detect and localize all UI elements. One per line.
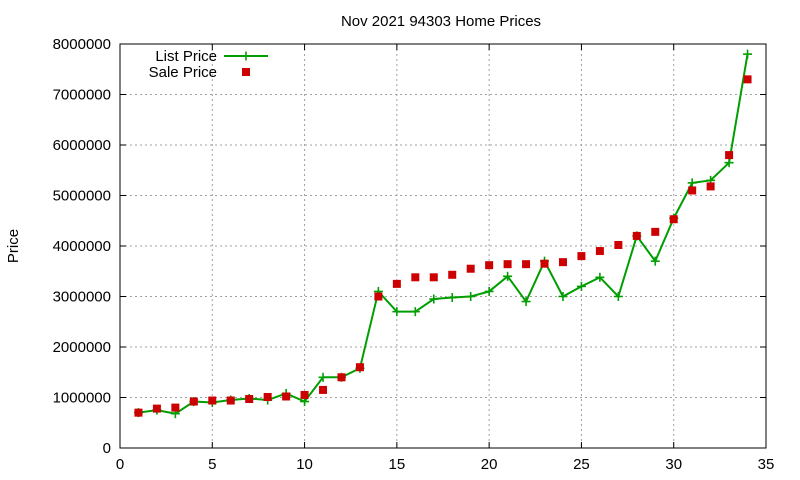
list-price-point [466, 292, 476, 301]
list-price-point [724, 158, 734, 168]
y-tick-label: 5000000 [53, 188, 111, 205]
sale-price-point [337, 373, 346, 382]
axes: 0 5 10 15 20 25 30 35 0 1000000 2000000 3000000 4000… [53, 36, 775, 473]
legend-square-swatch [242, 68, 250, 76]
list-price-point [447, 293, 457, 303]
sale-price-point [503, 260, 512, 269]
list-price-point [484, 286, 494, 296]
sale-price-point [688, 186, 697, 195]
y-axis-label: Price [5, 229, 22, 263]
x-tick-label: 15 [389, 456, 406, 473]
list-price-point [743, 49, 753, 59]
legend-plus-swatch [241, 51, 251, 61]
list-price-point [576, 281, 586, 291]
list-price-point [650, 256, 660, 266]
x-tick-label: 30 [665, 456, 682, 473]
y-tick-label: 1000000 [53, 390, 111, 407]
sale-price-point [466, 264, 475, 273]
sale-price-point [614, 240, 623, 249]
list-price-point [687, 178, 697, 188]
legend-label: Sale Price [149, 64, 217, 81]
sale-price-point [263, 392, 272, 401]
sale-price-point [208, 396, 217, 405]
sale-price-point [282, 392, 291, 401]
sale-price-point [558, 258, 567, 267]
sale-price-point [725, 151, 734, 160]
sale-price-point [411, 273, 420, 282]
sale-price-point [189, 397, 198, 406]
sale-price-point [226, 396, 235, 405]
y-tick-label: 3000000 [53, 289, 111, 306]
x-tick-label: 5 [208, 456, 216, 473]
list-price-point [595, 272, 605, 282]
chart-title: Nov 2021 94303 Home Prices [341, 13, 541, 30]
list-price-point [558, 292, 568, 301]
sale-price-point [429, 273, 438, 282]
x-tick-label: 0 [116, 456, 124, 473]
sale-price-point [319, 385, 328, 394]
sale-price-point [152, 404, 161, 413]
list-price-point [613, 292, 623, 301]
list-price-point [503, 271, 513, 281]
series-1 [134, 75, 752, 417]
grid-lines [120, 44, 766, 448]
sale-price-point [651, 227, 660, 236]
list-price-point [318, 372, 328, 382]
sale-price-point [171, 403, 180, 412]
sale-price-point [743, 75, 752, 84]
list-price-point [410, 307, 420, 317]
sale-price-point [355, 363, 364, 372]
list-price-point [392, 307, 402, 317]
y-tick-label: 6000000 [53, 137, 111, 154]
list-price-line [138, 53, 749, 415]
sale-price-point [540, 259, 549, 268]
x-tick-label: 25 [573, 456, 590, 473]
sale-price-point [392, 279, 401, 288]
sale-price-point [134, 408, 143, 417]
y-tick-label: 4000000 [53, 238, 111, 255]
series-layer [133, 49, 753, 419]
x-tick-label: 10 [296, 456, 313, 473]
sale-price-point [448, 270, 457, 279]
y-tick-label: 7000000 [53, 87, 111, 104]
legend-label: List Price [155, 48, 217, 65]
sale-price-point [485, 261, 494, 270]
list-price-point [429, 294, 439, 304]
y-tick-label: 8000000 [53, 36, 111, 53]
x-tick-label: 35 [758, 456, 775, 473]
sale-price-point [522, 260, 531, 269]
sale-price-point [577, 252, 586, 261]
y-tick-label: 0 [103, 440, 111, 457]
sale-price-point [300, 390, 309, 399]
sale-price-point [595, 247, 604, 256]
list-price-point [521, 297, 531, 307]
x-tick-label: 20 [481, 456, 498, 473]
sale-price-point [632, 231, 641, 240]
sale-price-point [374, 292, 383, 301]
sale-price-point [706, 182, 715, 191]
sale-price-point [669, 215, 678, 224]
y-tick-label: 2000000 [53, 339, 111, 356]
plot-background [120, 44, 766, 448]
sale-price-point [245, 395, 254, 404]
